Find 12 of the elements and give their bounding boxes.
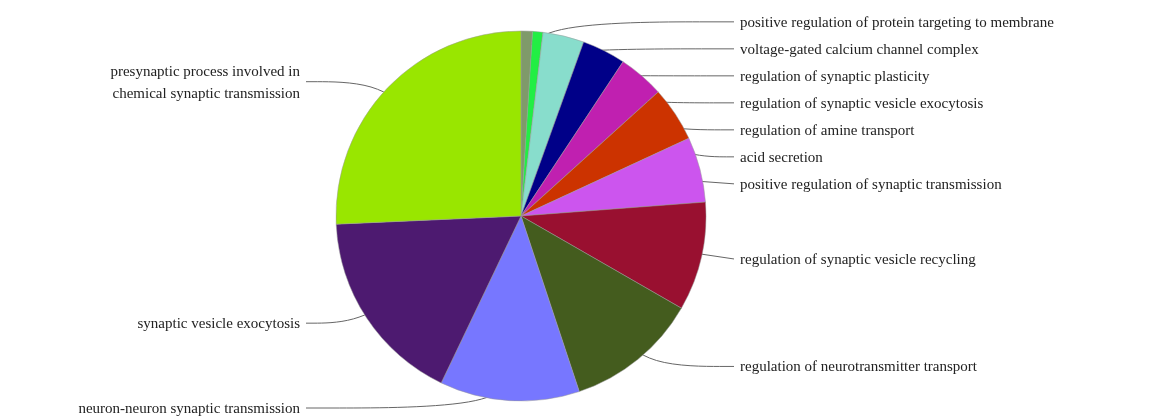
slice-label: voltage-gated calcium channel complex	[740, 40, 980, 57]
slice-label: neuron-neuron synaptic transmission	[78, 400, 301, 416]
slice-label: regulation of neurotransmitter transport	[740, 358, 978, 375]
slice-label: presynaptic process involved in chemical synaptic transmission	[110, 62, 301, 101]
slice-label: acid secretion	[740, 148, 824, 165]
slice-label: regulation of synaptic plasticity	[740, 67, 931, 84]
slice-label: regulation of synaptic vesicle recycling	[740, 250, 977, 267]
slice-label: synaptic vesicle exocytosis	[137, 315, 301, 332]
slice-label: positive regulation of protein targeting to membrane	[740, 13, 1055, 30]
slice-label: regulation of amine transport	[740, 121, 916, 138]
slice-label: regulation of synaptic vesicle exocytosis	[740, 94, 984, 111]
slice-label: positive regulation of synaptic transmission	[740, 175, 1003, 192]
